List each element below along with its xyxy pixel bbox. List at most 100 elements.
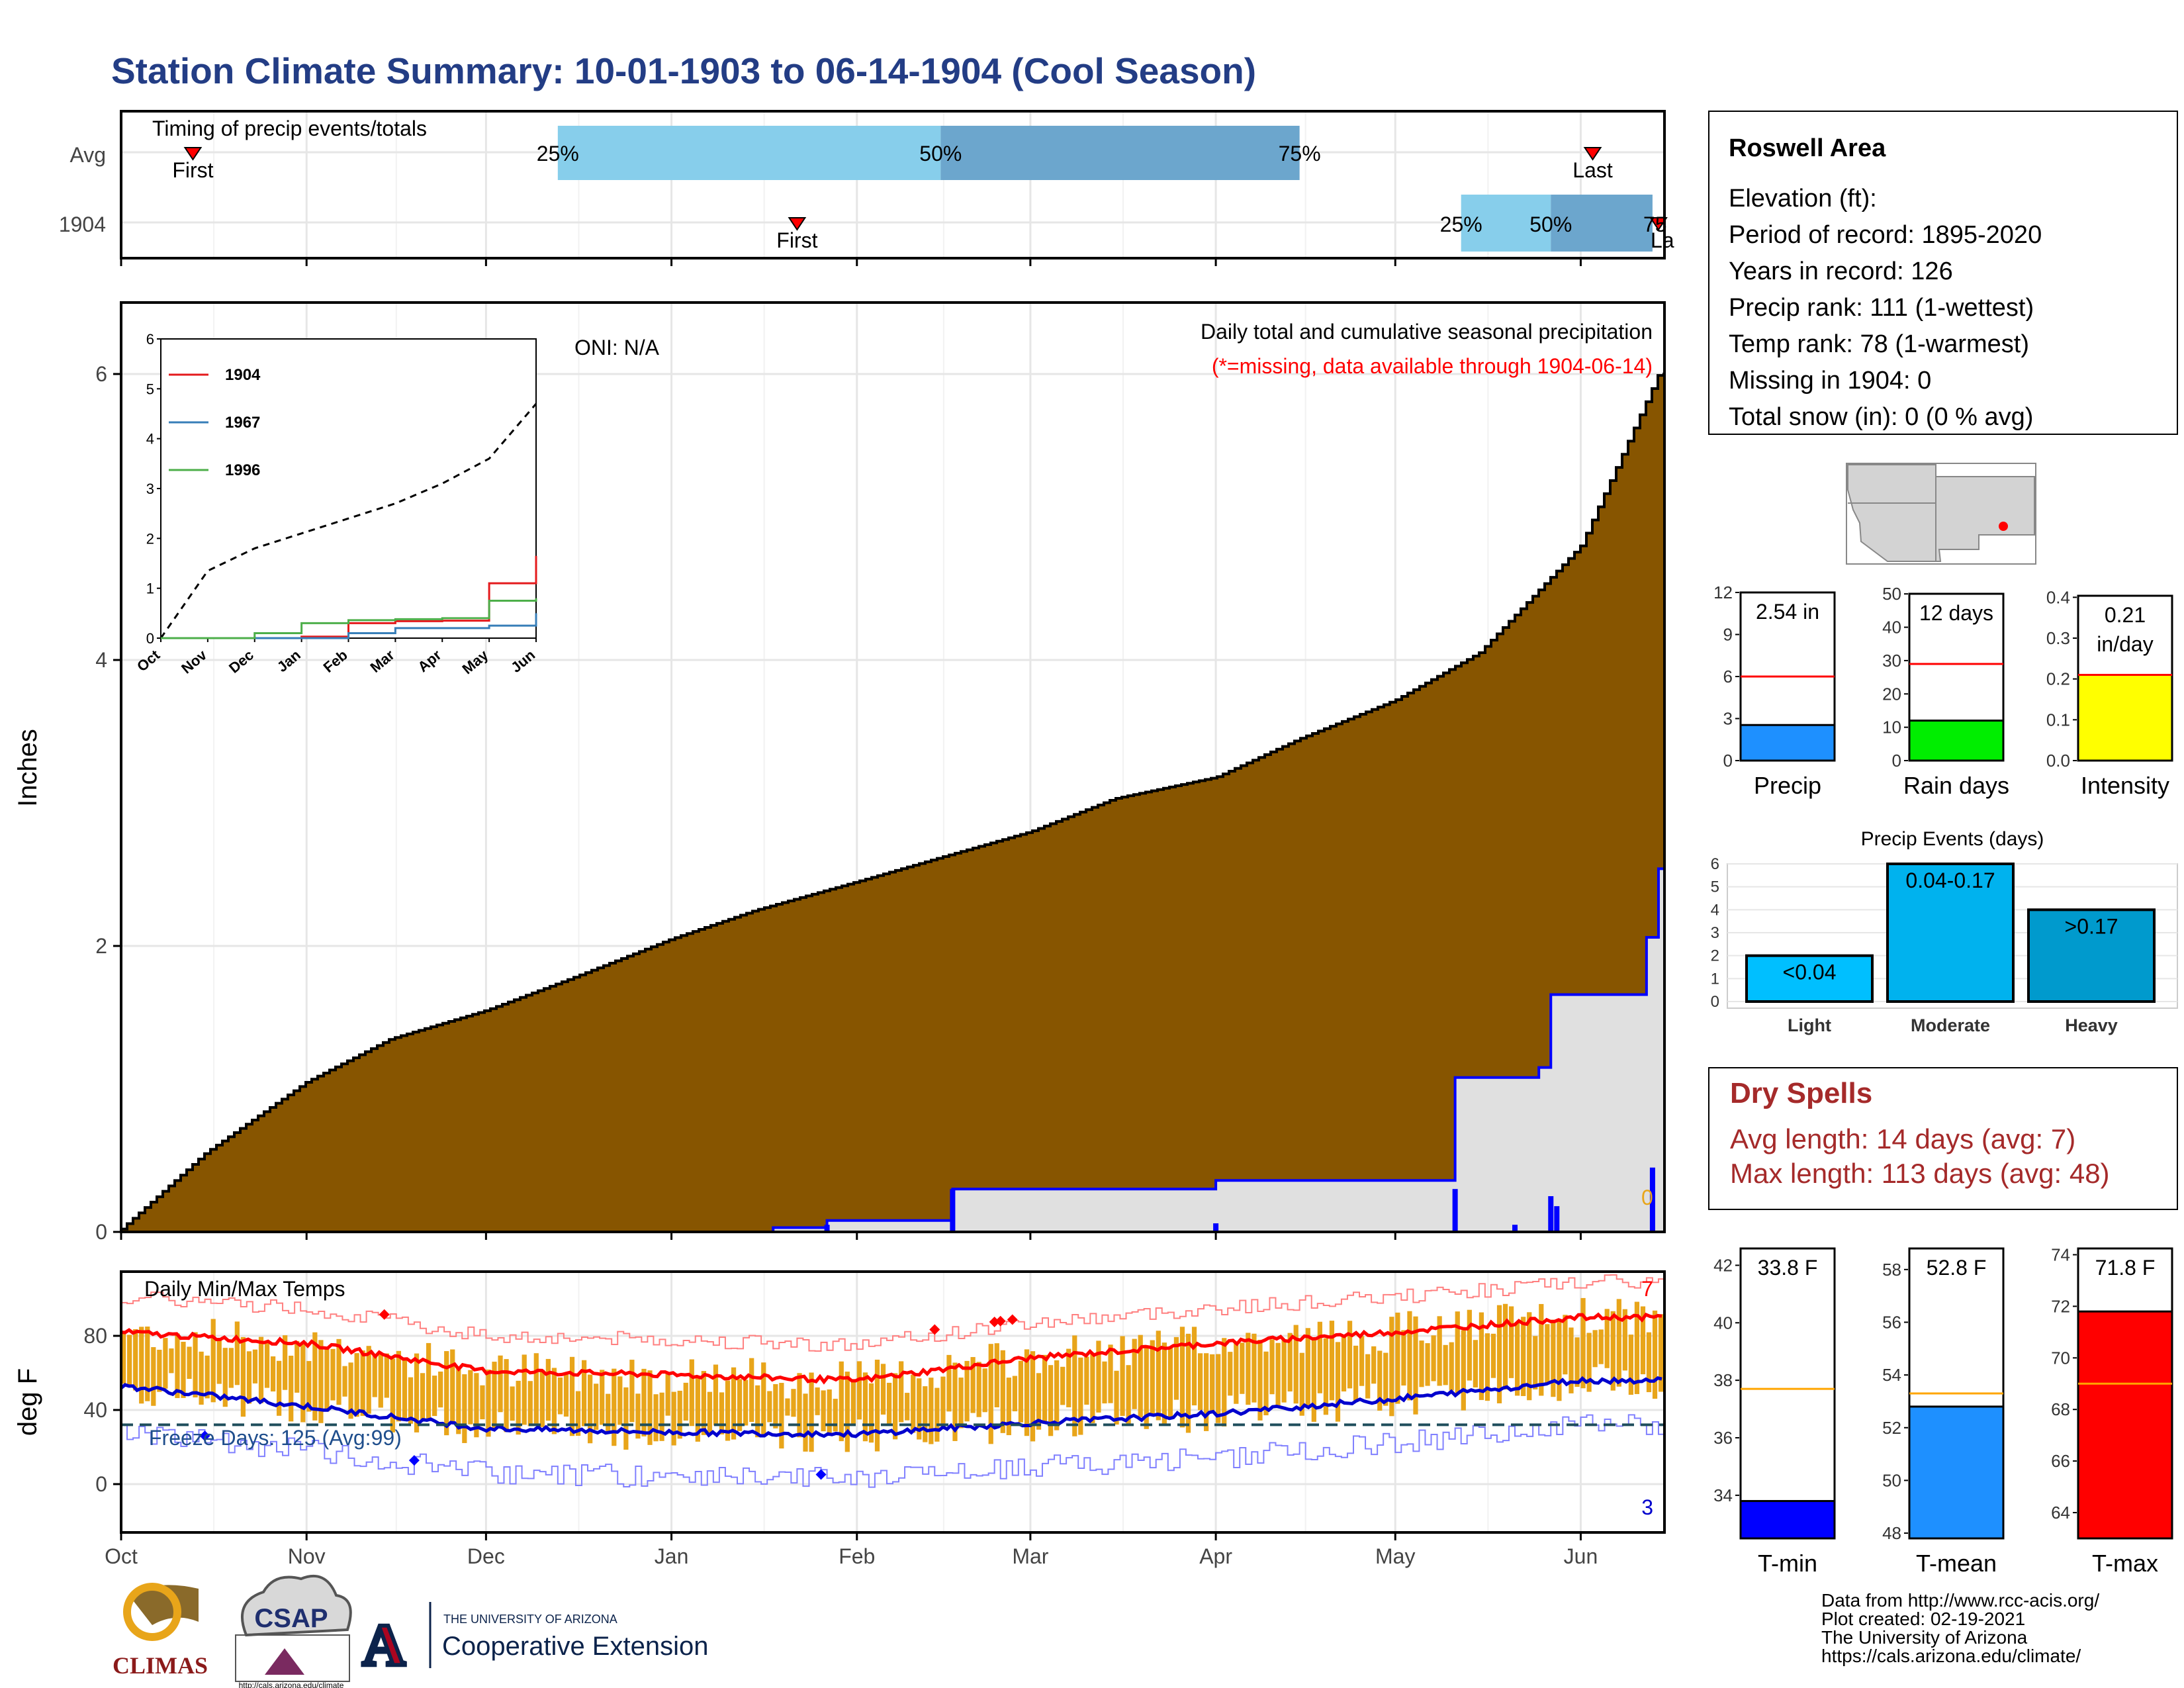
daily-temp-bar xyxy=(1377,1350,1383,1411)
quartile-bar-upper xyxy=(1551,195,1653,252)
mini-ytick-label: 0.4 xyxy=(2046,587,2070,607)
daily-temp-bar xyxy=(1401,1330,1406,1386)
daily-temp-bar xyxy=(1299,1352,1304,1416)
daily-temp-bar xyxy=(222,1348,228,1407)
daily-temp-bar xyxy=(151,1347,156,1406)
inset-ytick-label: 5 xyxy=(146,381,154,397)
daily-temp-bar xyxy=(635,1393,641,1439)
daily-temp-bar xyxy=(689,1359,694,1427)
mini-ytick-label: 6 xyxy=(1723,667,1733,686)
daily-temp-bar xyxy=(295,1340,300,1393)
daily-temp-bar xyxy=(1132,1338,1137,1409)
station-period: Period of record: 1895-2020 xyxy=(1729,221,2042,249)
daily-temp-bar xyxy=(1407,1311,1412,1401)
daily-temp-bar xyxy=(228,1348,234,1388)
daily-temp-bar xyxy=(1371,1346,1377,1384)
daily-temp-bar xyxy=(342,1366,347,1397)
daily-temp-bar xyxy=(606,1393,611,1432)
mini-ytick-label: 38 xyxy=(1713,1370,1733,1390)
events-ytick-label: 0 xyxy=(1711,993,1719,1011)
csap-wordmark: CSAP xyxy=(254,1604,328,1633)
daily-temp-bar xyxy=(527,1381,533,1427)
daily-temp-bar xyxy=(474,1373,479,1438)
date-x-axis: Oct Nov Dec Jan Feb Mar Apr May Jun xyxy=(105,1232,1598,1568)
avg-q50-label: 50% xyxy=(919,142,962,165)
mini-precip-chart: 0 3 6 9 12 2.54 in Precip xyxy=(1713,583,1836,799)
inset-xtick-label: Nov xyxy=(178,646,210,677)
daily-temp-bar xyxy=(360,1350,365,1416)
daily-temp-bar xyxy=(588,1374,593,1444)
first-event-label: First xyxy=(172,158,213,182)
mini-bar-category-label: T-max xyxy=(2092,1550,2158,1577)
daily-temp-bar xyxy=(594,1383,599,1430)
daily-temp-bar xyxy=(336,1338,341,1405)
inset-frame xyxy=(160,338,537,639)
daily-temp-bar xyxy=(1210,1354,1215,1413)
mini-ytick-label: 10 xyxy=(1882,718,1901,737)
daily-temp-bar xyxy=(145,1326,150,1401)
daily-temp-bar xyxy=(653,1394,659,1442)
daily-temp-bar xyxy=(1066,1348,1071,1407)
daily-temp-bar xyxy=(970,1357,976,1413)
inset-legend-label: 1996 xyxy=(225,461,260,479)
daily-temp-bar xyxy=(1443,1344,1448,1385)
daily-temp-bar xyxy=(958,1378,964,1429)
inset-xtick-label: Jan xyxy=(274,647,304,676)
daily-temp-bar xyxy=(1604,1309,1610,1368)
daily-temp-bar xyxy=(127,1335,132,1387)
daily-temp-bar xyxy=(408,1377,414,1424)
mini-bar-category-label: Precip xyxy=(1754,772,1821,799)
daily-temp-bar xyxy=(450,1349,455,1422)
daily-precip-spike xyxy=(1452,1189,1458,1232)
last-event-label: La xyxy=(1651,228,1674,252)
avg-q25-label: 25% xyxy=(537,142,579,165)
footer-line-4: https://cals.arizona.edu/climate/ xyxy=(1821,1646,2081,1666)
daily-temp-bar xyxy=(1461,1330,1466,1411)
daily-temp-bar xyxy=(982,1368,987,1413)
daily-temp-bar xyxy=(1000,1350,1005,1433)
tmax-count: 7 xyxy=(1641,1277,1653,1301)
daily-temp-bar xyxy=(1646,1332,1652,1393)
dry-spells-title: Dry Spells xyxy=(1730,1077,1872,1109)
ua-letter-mark: A xyxy=(363,1613,406,1678)
daily-temp-bar xyxy=(234,1321,240,1385)
csap-frame xyxy=(235,1634,350,1682)
daily-temp-bar xyxy=(264,1342,270,1388)
daily-temp-bar xyxy=(1114,1370,1119,1425)
daily-temp-bar xyxy=(1323,1338,1329,1415)
mini-bar-value xyxy=(1908,1405,2005,1540)
temp-panel-frame xyxy=(120,1270,1666,1534)
daily-temp-bar xyxy=(1293,1325,1298,1404)
daily-temp-bar xyxy=(181,1341,186,1398)
daily-temp-bar xyxy=(1234,1343,1239,1404)
daily-temp-bar xyxy=(258,1336,264,1403)
daily-temp-bar xyxy=(330,1348,336,1401)
daily-temp-bar xyxy=(868,1383,874,1443)
mini-ytick-label: 0.2 xyxy=(2046,669,2070,689)
map-region-shape xyxy=(1847,464,2035,562)
mini-ytick-label: 36 xyxy=(1713,1428,1733,1448)
daily-temp-bar xyxy=(510,1386,515,1421)
daily-temp-bar xyxy=(1496,1305,1502,1403)
daily-temp-bar xyxy=(563,1374,569,1417)
daily-temp-bar xyxy=(862,1372,868,1442)
daily-temp-bar xyxy=(934,1387,940,1442)
daily-precip-spike xyxy=(824,1225,830,1232)
daily-temp-bar xyxy=(252,1349,258,1383)
daily-temp-bar xyxy=(827,1389,832,1435)
daily-temp-bar xyxy=(713,1364,719,1426)
daily-temp-bar xyxy=(773,1383,778,1429)
daily-temp-bar xyxy=(1658,1314,1664,1392)
daily-temp-bar xyxy=(246,1351,252,1404)
daily-temp-bar xyxy=(946,1354,952,1412)
daily-temp-bar xyxy=(1551,1319,1556,1397)
daily-temp-bar xyxy=(1419,1340,1424,1387)
mini-ytick-label: 30 xyxy=(1882,651,1901,671)
mini-ytick-label: 0.3 xyxy=(2046,628,2070,648)
daily-temp-bar xyxy=(575,1391,581,1436)
x-axis-month-label: Dec xyxy=(467,1544,505,1568)
daily-temp-bar xyxy=(354,1353,359,1417)
daily-precip-spike xyxy=(1213,1223,1219,1232)
daily-temp-bar xyxy=(169,1348,174,1374)
